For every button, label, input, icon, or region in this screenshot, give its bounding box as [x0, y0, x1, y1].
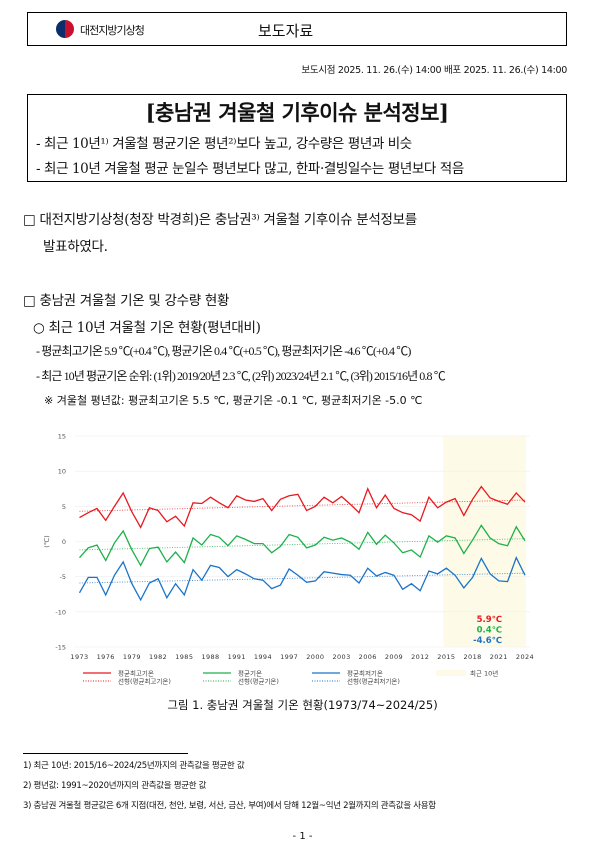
- para1-line1: □ 대전지방기상청(청장 박경희)은 충남권³⁾ 겨울철 기후이슈 분석정보를: [23, 212, 417, 228]
- x-tick-label: 2012: [411, 653, 429, 661]
- title-box: [충남권 겨울철 기후이슈 분석정보] - 최근 10년¹⁾ 겨울철 평균기온 …: [27, 94, 567, 182]
- trend-line: [79, 499, 526, 512]
- x-tick-label: 1985: [175, 653, 193, 661]
- y-tick-label: -5: [60, 573, 66, 581]
- legend-trend-label: 선형(평균최고기온): [118, 677, 171, 686]
- series-line: [79, 485, 526, 529]
- kma-logo-icon: [56, 20, 74, 38]
- footnote-2: 2) 평년값: 1991~2020년까지의 관측값을 평균한 값: [23, 781, 207, 791]
- header-box: 대전지방기상청 보도자료: [27, 12, 567, 46]
- x-tick-label: 1982: [149, 653, 167, 661]
- footnote-3: 3) 충남권 겨울철 평균값은 6개 지점(대전, 천안, 보령, 서산, 금산…: [23, 801, 436, 811]
- bullet-1: - 평균최고기온 5.9 ℃(+0.4 ℃), 평균기온 0.4 ℃(+0.5 …: [36, 344, 411, 358]
- legend-label: 평균최저기온: [347, 669, 383, 678]
- y-axis-label: (℃): [43, 535, 51, 547]
- footnote-1: 1) 최근 10년: 2015/16~2024/25년까지의 관측값을 평균한 …: [23, 761, 245, 771]
- y-tick-label: -15: [55, 644, 66, 652]
- org-name: 대전지방기상청: [80, 24, 145, 37]
- release-info: 보도시점 2025. 11. 26.(수) 14:00 배포 2025. 11.…: [301, 65, 567, 76]
- x-tick-label: 2024: [516, 653, 534, 661]
- trend-line: [79, 538, 526, 551]
- x-tick-label: 2021: [490, 653, 508, 661]
- legend-trend-label: 선형(평균기온): [238, 677, 279, 686]
- series-line: [79, 524, 526, 567]
- subtitle-1: - 최근 10년¹⁾ 겨울철 평균기온 평년²⁾보다 높고, 강수량은 평년과 …: [36, 136, 412, 152]
- recent-avg-label: 0.4℃: [477, 625, 502, 635]
- doc-type: 보도자료: [258, 22, 314, 40]
- x-tick-label: 2009: [385, 653, 403, 661]
- x-tick-label: 2006: [359, 653, 377, 661]
- bullet-2: - 최근 10년 평균기온 순위: (1위) 2019/20년 2.3 ℃, (…: [36, 369, 446, 383]
- legend-trend-label: 선형(평균최저기온): [347, 677, 400, 686]
- sub-heading: ○ 최근 10년 겨울철 기온 현황(평년대비): [33, 320, 261, 336]
- y-tick-label: 15: [58, 433, 66, 441]
- legend-label: 평균최고기온: [118, 669, 154, 678]
- x-tick-label: 2000: [306, 653, 324, 661]
- subtitle-2: - 최근 10년 겨울철 평균 눈일수 평년보다 많고, 한파·결빙일수는 평년…: [36, 161, 464, 177]
- para1-line2: 발표하였다.: [43, 239, 108, 255]
- section-heading: □ 충남권 겨울철 기온 및 강수량 현황: [23, 293, 230, 309]
- x-tick-label: 1973: [70, 653, 88, 661]
- recent-avg-label: 5.9℃: [477, 615, 502, 625]
- x-tick-label: 1988: [201, 653, 219, 661]
- series-line: [78, 556, 526, 602]
- legend-label: 평균기온: [238, 669, 262, 678]
- page-number: - 1 -: [292, 831, 313, 842]
- x-tick-label: 1976: [97, 653, 115, 661]
- x-tick-label: 2018: [464, 653, 482, 661]
- y-tick-label: 0: [62, 538, 66, 546]
- normal-note: ※ 겨울철 평년값: 평균최고기온 5.5 ℃, 평균기온 -0.1 ℃, 평균…: [44, 394, 423, 407]
- page-title: [충남권 겨울철 기후이슈 분석정보]: [145, 100, 449, 125]
- y-tick-label: -10: [55, 608, 66, 616]
- legend-highlight-swatch: [436, 670, 466, 676]
- figure-caption: 그림 1. 충남권 겨울철 기온 현황(1973/74~2024/25): [167, 698, 438, 712]
- x-tick-label: 1979: [123, 653, 141, 661]
- y-tick-label: 10: [58, 468, 66, 476]
- x-tick-label: 1991: [228, 653, 246, 661]
- legend-highlight-label: 최근 10년: [470, 669, 498, 678]
- x-tick-label: 1997: [280, 653, 298, 661]
- footnote-divider: [23, 753, 188, 754]
- recent-avg-label: -4.6℃: [473, 636, 502, 646]
- y-tick-label: 5: [62, 503, 66, 511]
- temperature-chart: 15 10 5 0 -5 -10 -15 (℃) 1973 1976 1979 1982 1985 198…: [43, 433, 534, 686]
- x-tick-label: 2003: [332, 653, 350, 661]
- x-tick-label: 1994: [254, 653, 272, 661]
- x-tick-label: 2015: [437, 653, 455, 661]
